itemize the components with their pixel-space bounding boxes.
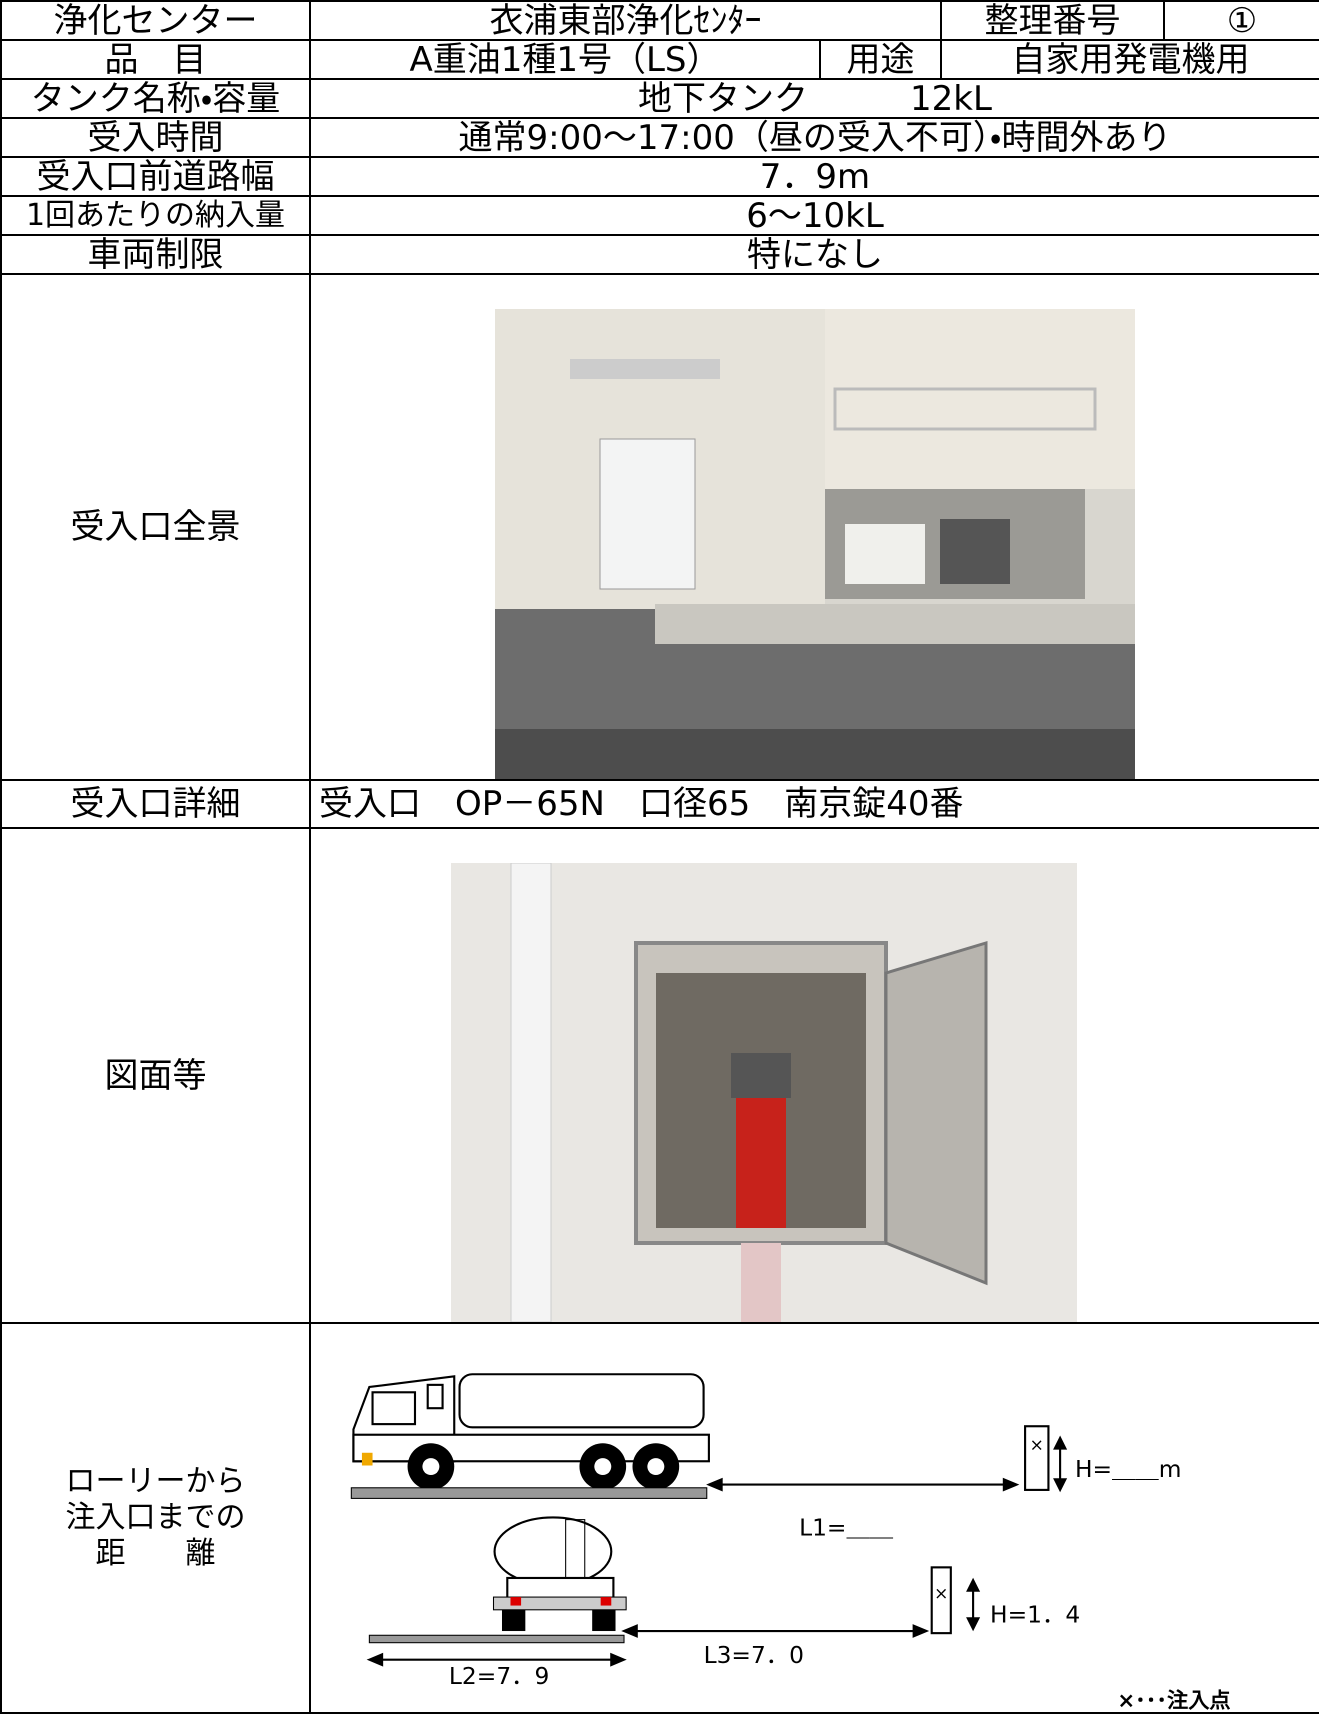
- row: タンク名称・容量 地下タンク 12kL: [0, 78, 1319, 119]
- row: 受入口全景: [0, 273, 1319, 781]
- value: ①: [1163, 0, 1319, 41]
- diagram-cell: × × H=＿＿m L1=＿＿ H=1．4 L2=7．9 L3=7．0 ×･･･…: [309, 1322, 1319, 1714]
- label: 図面等: [0, 827, 311, 1324]
- photo-cell: [309, 273, 1319, 781]
- distance-label: L2=7．9: [449, 1662, 549, 1690]
- row: 浄化センター 衣浦東部浄化ｾﾝﾀｰ 整理番号 ①: [0, 0, 1319, 41]
- label: ローリーから 注入口までの 距 離: [0, 1322, 311, 1714]
- row: 受入口前道路幅 7．9m: [0, 156, 1319, 197]
- value: 自家用発電機用: [940, 39, 1319, 80]
- label: 受入口全景: [0, 273, 311, 781]
- distance-label: L3=7．0: [704, 1641, 804, 1669]
- row: 受入口詳細 受入口 OP－65N 口径65 南京錠40番: [0, 779, 1319, 829]
- value: 受入口 OP－65N 口径65 南京錠40番: [309, 779, 1319, 829]
- legend: ×･･･注入点: [1117, 1687, 1230, 1712]
- label: 車両制限: [0, 234, 311, 275]
- value: 通常9:00～17:00（昼の受入不可）・時間外あり: [309, 117, 1319, 158]
- photo-detail: [451, 863, 1077, 1321]
- value: A重油1種1号（LS）: [309, 39, 821, 80]
- row: 1回あたりの納入量 6～10kL: [0, 195, 1319, 236]
- distance-label: L1=＿＿: [799, 1514, 894, 1542]
- photo-overview: [495, 309, 1135, 778]
- height-label: H=1．4: [990, 1601, 1080, 1629]
- label: 浄化センター: [0, 0, 311, 41]
- label: 受入口前道路幅: [0, 156, 311, 197]
- svg-text:×: ×: [1030, 1436, 1044, 1456]
- value: 6～10kL: [309, 195, 1319, 236]
- row: 車両制限 特になし: [0, 234, 1319, 275]
- height-label: H=＿＿m: [1075, 1455, 1181, 1483]
- label: 用途: [819, 39, 942, 80]
- row: ローリーから 注入口までの 距 離 × × H=＿＿m L1=＿＿ H=1．4 …: [0, 1322, 1319, 1714]
- value: 衣浦東部浄化ｾﾝﾀｰ: [309, 0, 942, 41]
- row: 品 目 A重油1種1号（LS） 用途 自家用発電機用: [0, 39, 1319, 80]
- label: 品 目: [0, 39, 311, 80]
- label: 整理番号: [940, 0, 1165, 41]
- value: 7．9m: [309, 156, 1319, 197]
- label: タンク名称・容量: [0, 78, 311, 119]
- svg-text:×: ×: [934, 1584, 948, 1604]
- photo-cell: [309, 827, 1319, 1324]
- value: 地下タンク 12kL: [309, 78, 1319, 119]
- distance-diagram: × × H=＿＿m L1=＿＿ H=1．4 L2=7．9 L3=7．0 ×･･･…: [350, 1373, 1231, 1712]
- label: 1回あたりの納入量: [0, 195, 311, 236]
- label: 受入口詳細: [0, 779, 311, 829]
- row: 図面等: [0, 827, 1319, 1324]
- label: 受入時間: [0, 117, 311, 158]
- row: 受入時間 通常9:00～17:00（昼の受入不可）・時間外あり: [0, 117, 1319, 158]
- value: 特になし: [309, 234, 1319, 275]
